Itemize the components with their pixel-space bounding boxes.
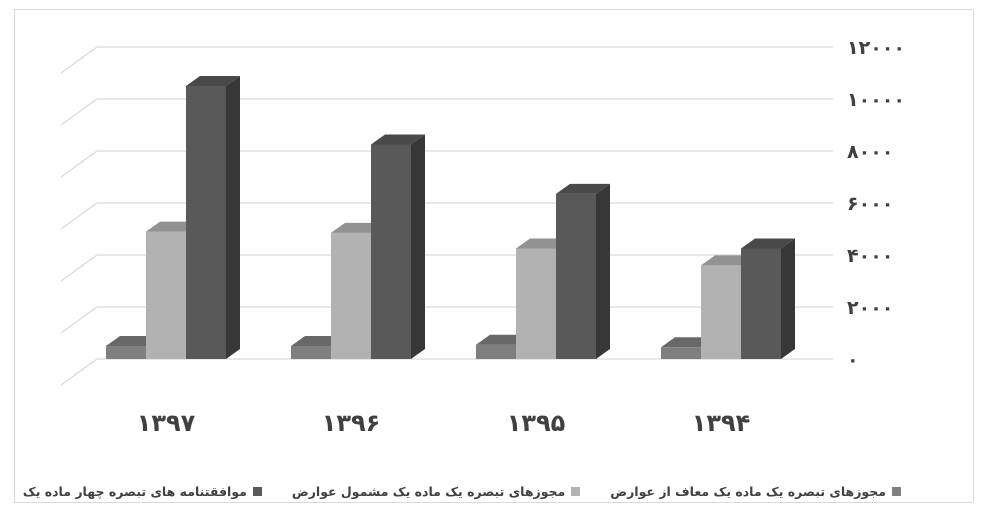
bar	[556, 183, 610, 359]
y-tick-label: ۸۰۰۰	[847, 141, 893, 163]
bar-front	[661, 347, 701, 359]
bar-front	[106, 346, 146, 359]
y-axis-tick-labels: ۰ ۲۰۰۰ ۴۰۰۰ ۶۰۰۰ ۸۰۰۰ ۱۰۰۰۰ ۱۲۰۰۰	[847, 37, 905, 371]
gridline-depth	[60, 358, 98, 386]
bar	[741, 238, 795, 359]
y-tick-label: ۰	[847, 349, 859, 371]
legend-label: موافقتنامه های تبصره چهار ماده یک	[22, 484, 247, 499]
bar	[371, 134, 425, 359]
y-tick-label: ۴۰۰۰	[847, 245, 893, 267]
bar-top	[186, 76, 240, 86]
bar-side	[226, 76, 240, 359]
y-tick-label: ۱۰۰۰۰	[847, 89, 905, 111]
bar-front	[556, 193, 596, 359]
bar-front	[741, 248, 781, 359]
gridline-depth	[60, 202, 98, 230]
bar-front	[516, 248, 556, 359]
bar-front	[186, 86, 226, 359]
gridline-depth	[60, 306, 98, 334]
legend-swatch	[252, 487, 262, 496]
bar-chart: ۰ ۲۰۰۰ ۴۰۰۰ ۶۰۰۰ ۸۰۰۰ ۱۰۰۰۰ ۱۲۰۰۰ ۱۳۹۷ ۱۳۹۶ ۱۳۹۵…	[60, 37, 905, 437]
gridline-depth	[60, 46, 98, 74]
legend-item: مجوزهای تبصره یک ماده یک مشمول عوارض	[291, 484, 581, 499]
bar-side	[781, 238, 795, 359]
legend-swatch	[571, 487, 581, 496]
bar-top	[741, 238, 795, 249]
bar-top	[556, 183, 610, 194]
bar-side	[411, 134, 425, 359]
x-category-label: ۱۳۹۵	[507, 409, 566, 437]
x-category-label: ۱۳۹۶	[322, 409, 381, 437]
bar-front	[146, 231, 186, 359]
gridline-depth	[60, 98, 98, 126]
bar-front	[331, 232, 371, 359]
legend-label: مجوزهای تبصره یک ماده یک مشمول عوارض	[291, 484, 566, 499]
legend-swatch	[892, 487, 901, 496]
gridline-depth	[60, 150, 98, 178]
chart-frame: ۰ ۲۰۰۰ ۴۰۰۰ ۶۰۰۰ ۸۰۰۰ ۱۰۰۰۰ ۱۲۰۰۰ ۱۳۹۷ ۱۳۹۶ ۱۳۹۵…	[14, 9, 974, 503]
x-category-label: ۱۳۹۷	[137, 409, 196, 437]
bar-front	[371, 144, 411, 359]
bar-side	[596, 183, 610, 359]
bar-top	[371, 134, 425, 145]
gridline-depth	[60, 254, 98, 282]
y-tick-label: ۶۰۰۰	[847, 193, 893, 215]
bars	[106, 76, 795, 359]
y-tick-label: ۱۲۰۰۰	[847, 37, 905, 59]
y-tick-label: ۲۰۰۰	[847, 297, 893, 319]
bar-front	[476, 344, 516, 359]
legend: مجوزهای تبصره یک ماده یک معاف از عوارض مج…	[23, 484, 901, 499]
legend-item: مجوزهای تبصره یک ماده یک معاف از عوارض	[610, 484, 901, 499]
legend-item: موافقتنامه های تبصره چهار ماده یک	[23, 484, 262, 499]
x-axis-category-labels: ۱۳۹۷ ۱۳۹۶ ۱۳۹۵ ۱۳۹۴	[137, 409, 751, 437]
bar-front	[701, 265, 741, 359]
bar-front	[291, 346, 331, 359]
bar	[186, 76, 240, 359]
legend-label: مجوزهای تبصره یک ماده یک معاف از عوارض	[610, 484, 886, 499]
x-category-label: ۱۳۹۴	[692, 409, 751, 437]
